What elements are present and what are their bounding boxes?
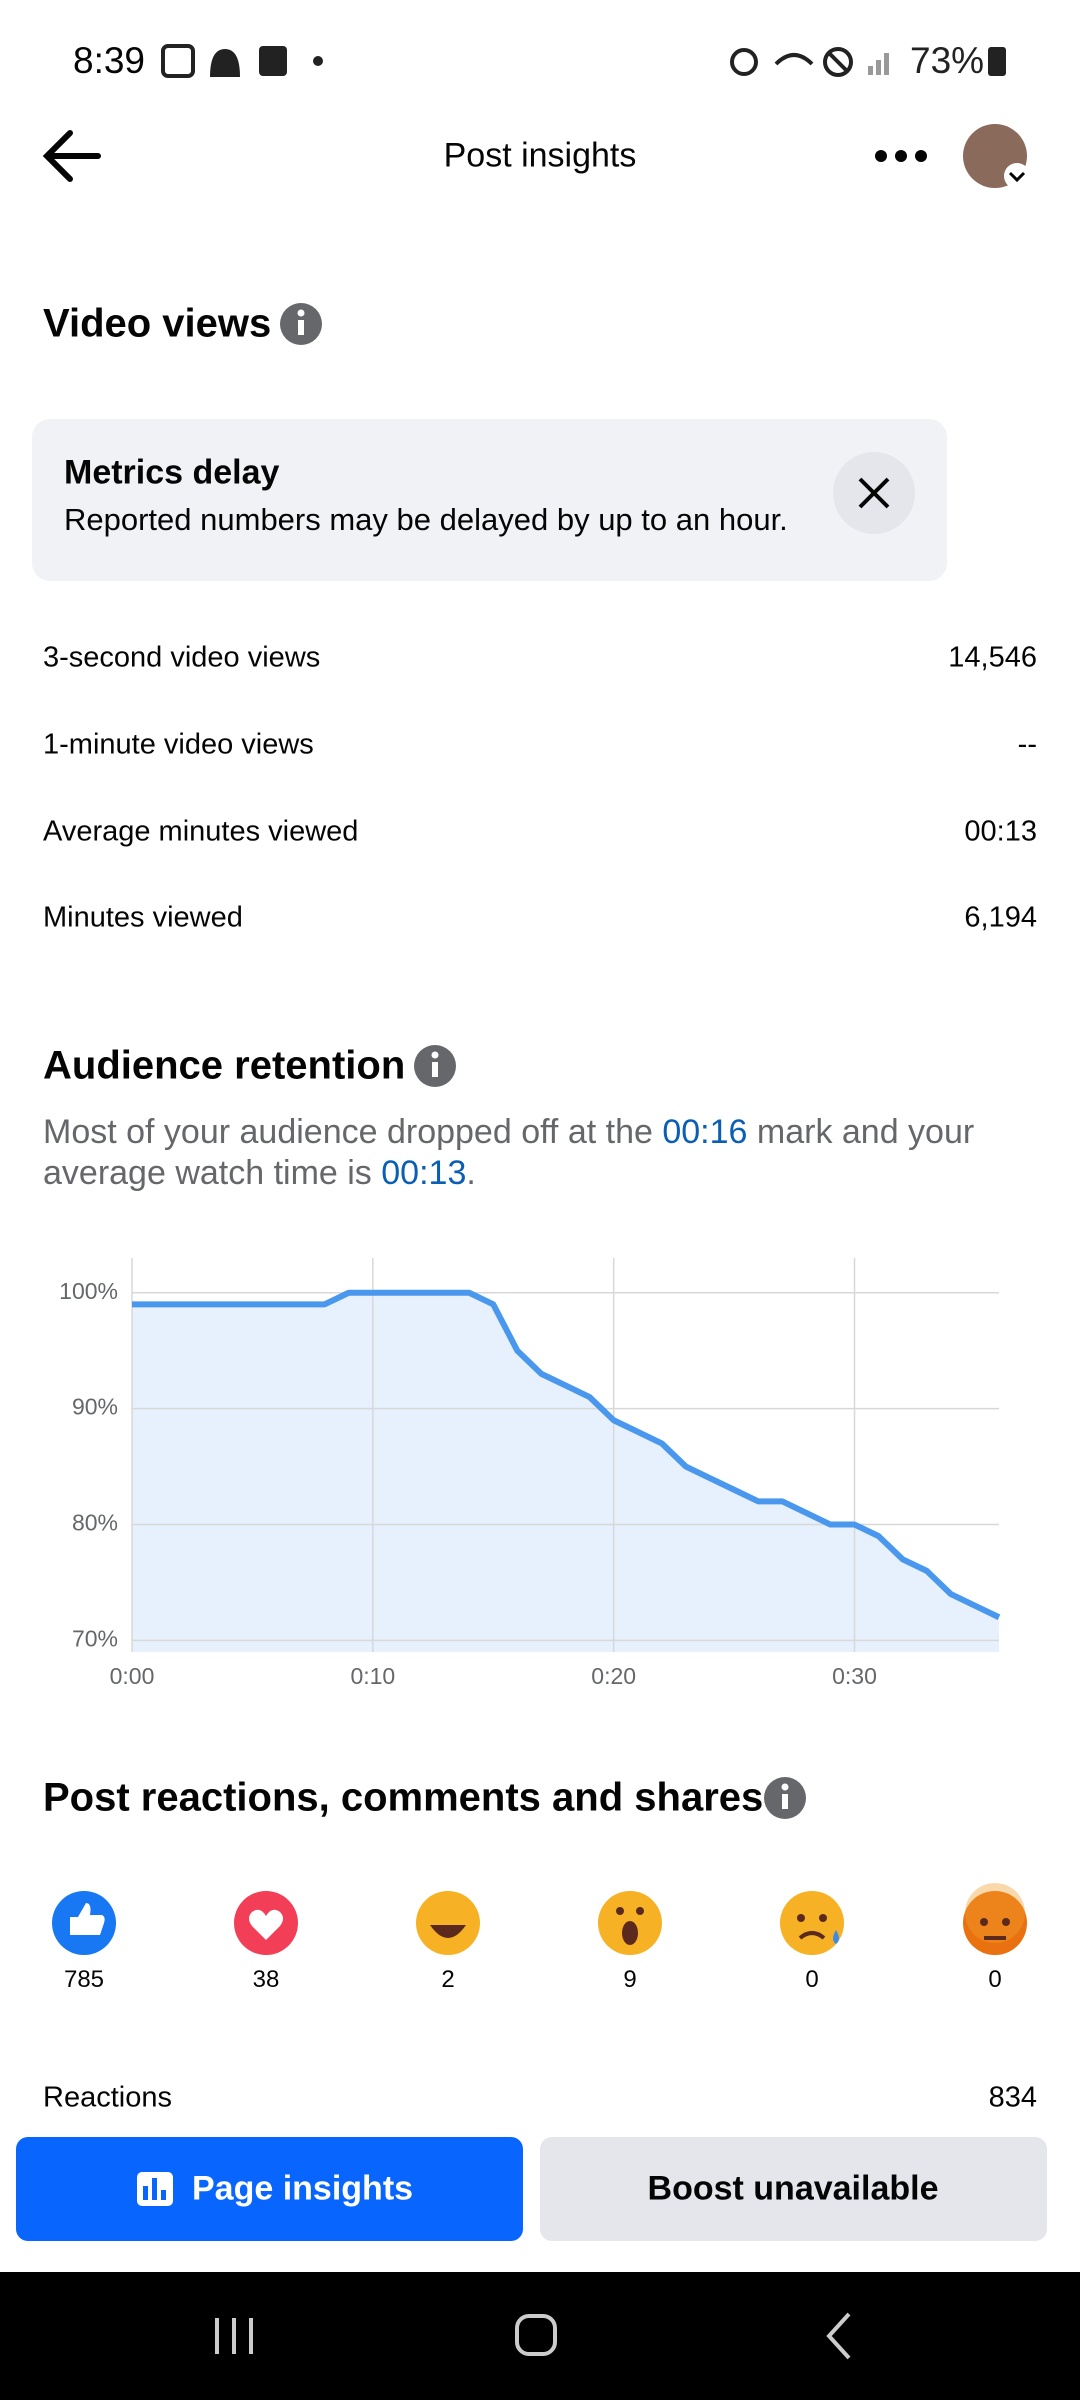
section-title: Video views xyxy=(43,301,272,346)
status-icons xyxy=(161,44,1006,78)
metric-value: 14,546 xyxy=(948,641,1037,674)
profile-avatar[interactable] xyxy=(963,124,1030,189)
metric-value: 00:13 xyxy=(964,815,1037,848)
nav-buttons[interactable] xyxy=(215,2312,851,2360)
highlight: 00:16 xyxy=(662,1113,748,1151)
insights-icon xyxy=(137,2172,173,2206)
info-icon[interactable] xyxy=(280,303,322,345)
y-tick-label: 80% xyxy=(72,1510,118,1536)
metric-label: Average minutes viewed xyxy=(43,815,359,848)
text: . xyxy=(466,1154,476,1192)
metric-value: -- xyxy=(1017,728,1037,761)
y-tick-label: 90% xyxy=(72,1394,118,1420)
y-tick-label: 100% xyxy=(59,1278,118,1304)
x-tick-label: 0:00 xyxy=(110,1663,155,1689)
highlight: 00:13 xyxy=(381,1154,467,1192)
retention-line xyxy=(132,1289,1001,1620)
reaction-count: 785 xyxy=(63,1966,105,1993)
metric-value: 834 xyxy=(988,2081,1037,2114)
reaction-count: 2 xyxy=(441,1966,455,1993)
text: mark and your average watch time is xyxy=(43,1113,975,1192)
back-arrow[interactable] xyxy=(42,130,101,182)
reaction-count: 0 xyxy=(988,1966,1002,1993)
reaction-count: 0 xyxy=(805,1966,819,1993)
metric-label: 1-minute video views xyxy=(43,728,314,761)
section-title: Post reactions, comments and shares xyxy=(43,1775,764,1820)
info-icon[interactable] xyxy=(414,1045,456,1087)
button-label: Boost unavailable xyxy=(647,2169,939,2208)
boost-button[interactable] xyxy=(540,2137,1047,2241)
notice-box xyxy=(32,419,947,581)
status-time: 8:39 xyxy=(73,40,146,81)
status-battery: 73% xyxy=(910,40,985,81)
reaction-icons xyxy=(52,1883,1027,1955)
x-tick-label: 0:20 xyxy=(591,1663,636,1689)
section-title: Audience retention xyxy=(43,1043,406,1088)
button-label: Page insights xyxy=(192,2169,414,2208)
nav-bar xyxy=(0,2272,1080,2400)
metric-label: 3-second video views xyxy=(43,641,321,674)
y-tick-label: 70% xyxy=(72,1625,118,1651)
header-title: Post insights xyxy=(443,136,637,175)
metric-label: Minutes viewed xyxy=(43,901,243,934)
retention-area xyxy=(132,1292,999,1652)
retention-description: Most of your audience dropped off at the… xyxy=(43,1112,1043,1194)
notice-text: Reported numbers may be delayed by up to… xyxy=(64,502,788,537)
reaction-count: 38 xyxy=(252,1966,280,1993)
metric-value: 6,194 xyxy=(964,901,1037,934)
info-icon[interactable] xyxy=(764,1777,806,1819)
reaction-count: 9 xyxy=(623,1966,637,1993)
metric-label: Reactions xyxy=(43,2081,172,2114)
x-tick-label: 0:10 xyxy=(350,1663,395,1689)
x-tick-label: 0:30 xyxy=(832,1663,877,1689)
notice-title: Metrics delay xyxy=(64,453,280,492)
page-insights-button[interactable] xyxy=(16,2137,523,2241)
more-menu[interactable] xyxy=(875,150,927,162)
close-button[interactable] xyxy=(833,452,915,534)
text: Most of your audience dropped off at the xyxy=(43,1113,663,1151)
